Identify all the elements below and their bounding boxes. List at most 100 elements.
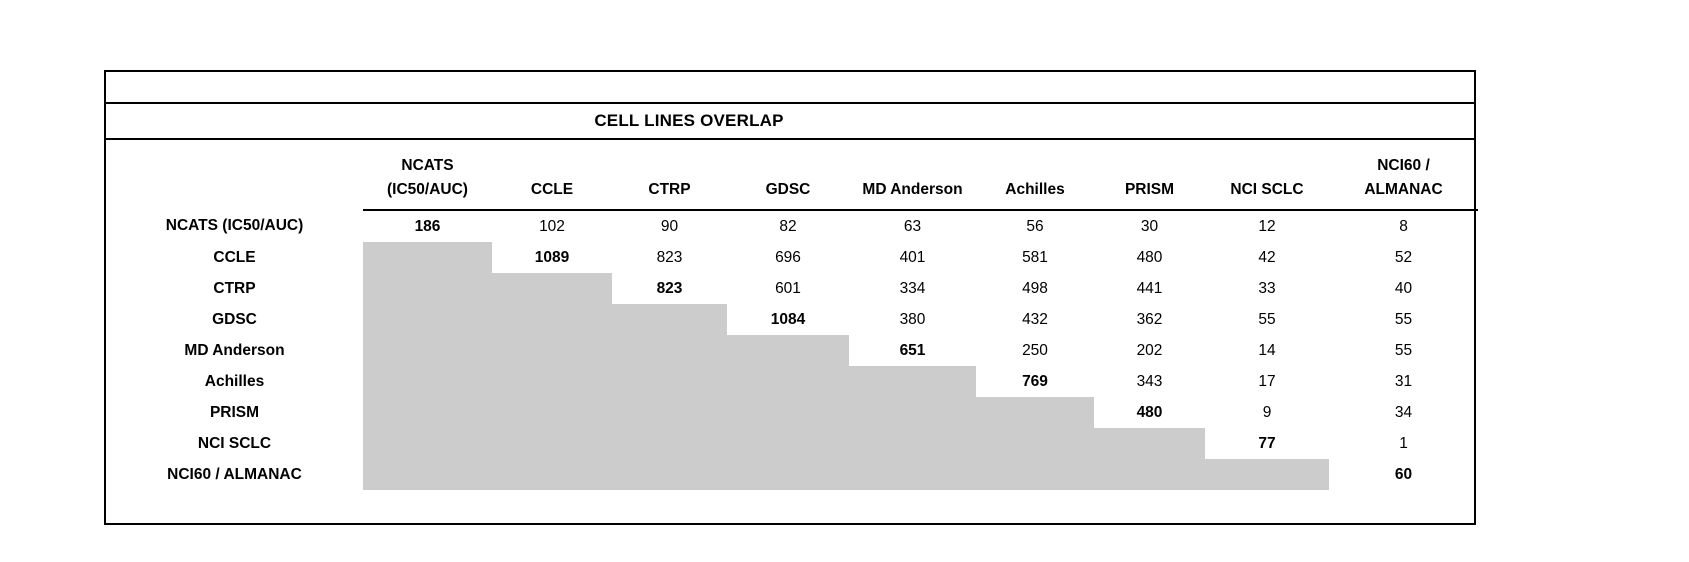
shaded-cell <box>363 459 492 490</box>
matrix-cell: 334 <box>899 279 926 297</box>
column-header: NCI SCLC <box>1205 140 1329 211</box>
matrix-cell: 55 <box>1394 341 1413 359</box>
row-label: Achilles <box>204 372 265 390</box>
matrix-cell: 12 <box>1258 217 1276 235</box>
table-row: NCI60 / ALMANAC 60 <box>106 459 1478 490</box>
shaded-cell <box>727 335 849 366</box>
shaded-cell <box>976 428 1094 459</box>
shaded-cell <box>363 335 492 366</box>
shaded-cell <box>492 459 612 490</box>
shaded-cell <box>363 304 492 335</box>
column-header: NCI60 /ALMANAC <box>1329 140 1478 211</box>
matrix-cell: 102 <box>539 217 565 235</box>
matrix-cell: 362 <box>1136 310 1163 328</box>
shaded-cell <box>492 304 612 335</box>
matrix-cell: 55 <box>1258 310 1276 328</box>
overlap-matrix-table: NCATS (IC50/AUC) CCLE CTRP GDSC MD Anderson Ac… <box>106 140 1478 490</box>
row-label: NCI60 / ALMANAC <box>167 465 302 483</box>
shaded-cell <box>612 304 727 335</box>
diagonal-cell: 651 <box>899 341 926 359</box>
shaded-cell <box>363 366 492 397</box>
shaded-cell <box>849 366 976 397</box>
shaded-cell <box>363 428 492 459</box>
matrix-cell: 401 <box>899 248 926 266</box>
matrix-cell: 8 <box>1399 217 1408 235</box>
shaded-cell <box>727 459 849 490</box>
diagonal-cell: 60 <box>1394 465 1413 483</box>
matrix-cell: 56 <box>1026 217 1044 235</box>
table-row: NCATS (IC50/AUC) 186 102 90 82 63 56 30 12 8 <box>106 210 1478 242</box>
matrix-cell: 432 <box>1022 310 1048 328</box>
matrix-cell: 14 <box>1258 341 1276 359</box>
shaded-cell <box>849 428 976 459</box>
table-title-row: CELL LINES OVERLAP <box>106 104 1474 140</box>
shaded-cell <box>612 428 727 459</box>
table-row: MD Anderson 651 250 202 14 55 <box>106 335 1478 366</box>
matrix-cell: 30 <box>1140 217 1159 235</box>
column-header: Achilles <box>976 140 1094 211</box>
shaded-cell <box>492 273 612 304</box>
matrix-cell: 34 <box>1394 403 1413 421</box>
corner-cell <box>106 140 363 210</box>
shaded-cell <box>1094 428 1205 459</box>
shaded-cell <box>363 242 492 273</box>
shaded-cell <box>492 428 612 459</box>
matrix-cell: 441 <box>1136 279 1163 297</box>
diagonal-cell: 1084 <box>770 310 806 328</box>
diagonal-cell: 769 <box>1022 372 1048 390</box>
matrix-cell: 42 <box>1258 248 1276 266</box>
row-label: NCATS (IC50/AUC) <box>165 217 304 234</box>
matrix-cell: 498 <box>1022 279 1048 297</box>
column-header: CTRP <box>612 140 727 211</box>
column-header: PRISM <box>1094 140 1205 211</box>
matrix-cell: 380 <box>899 310 926 328</box>
shaded-cell <box>363 397 492 428</box>
matrix-cell: 601 <box>775 279 801 297</box>
table-row: CCLE 1089 823 696 401 581 480 42 52 <box>106 242 1478 273</box>
header-row: NCATS (IC50/AUC) CCLE CTRP GDSC MD Anderson Ac… <box>106 140 1478 211</box>
row-label: PRISM <box>209 403 260 421</box>
shaded-cell <box>849 397 976 428</box>
matrix-cell: 82 <box>779 217 797 235</box>
column-header: GDSC <box>727 140 849 211</box>
row-label: CTRP <box>213 279 256 297</box>
shaded-cell <box>492 397 612 428</box>
diagonal-cell: 186 <box>414 217 441 235</box>
table-row: GDSC 1084 380 432 362 55 55 <box>106 304 1478 335</box>
matrix-cell: 250 <box>1022 341 1048 359</box>
shaded-cell <box>976 459 1094 490</box>
cell-lines-overlap-table-frame: CELL LINES OVERLAP NCATS (IC50/AUC) CCLE CT… <box>104 70 1478 525</box>
shaded-cell <box>612 366 727 397</box>
column-header: MD Anderson <box>849 140 976 211</box>
table-title: CELL LINES OVERLAP <box>594 111 784 130</box>
table-row: Achilles 769 343 17 31 <box>106 366 1478 397</box>
shaded-cell <box>727 428 849 459</box>
empty-top-strip <box>106 72 1474 104</box>
matrix-cell: 33 <box>1258 279 1276 297</box>
row-label: MD Anderson <box>184 341 285 359</box>
row-label: NCI SCLC <box>197 434 272 452</box>
diagonal-cell: 823 <box>656 279 683 297</box>
row-label: CCLE <box>213 248 256 266</box>
matrix-cell: 9 <box>1262 403 1272 421</box>
matrix-cell: 63 <box>903 217 922 235</box>
table-row: CTRP 823 601 334 498 441 33 40 <box>106 273 1478 304</box>
matrix-cell: 40 <box>1394 279 1413 297</box>
shaded-cell <box>1094 459 1205 490</box>
shaded-cell <box>612 335 727 366</box>
shaded-cell <box>492 335 612 366</box>
shaded-cell <box>976 397 1094 428</box>
shaded-cell <box>363 273 492 304</box>
matrix-cell: 17 <box>1258 372 1276 390</box>
matrix-body: NCATS (IC50/AUC) 186 102 90 82 63 56 30 12 8 CCLE 1… <box>106 210 1478 490</box>
diagonal-cell: 77 <box>1258 434 1276 452</box>
matrix-cell: 202 <box>1136 341 1163 359</box>
shaded-cell <box>1205 459 1329 490</box>
shaded-cell <box>727 366 849 397</box>
shaded-cell <box>849 459 976 490</box>
matrix-cell: 55 <box>1394 310 1413 328</box>
shaded-cell <box>612 397 727 428</box>
matrix-cell: 31 <box>1394 372 1413 390</box>
matrix-cell: 581 <box>1022 248 1048 266</box>
